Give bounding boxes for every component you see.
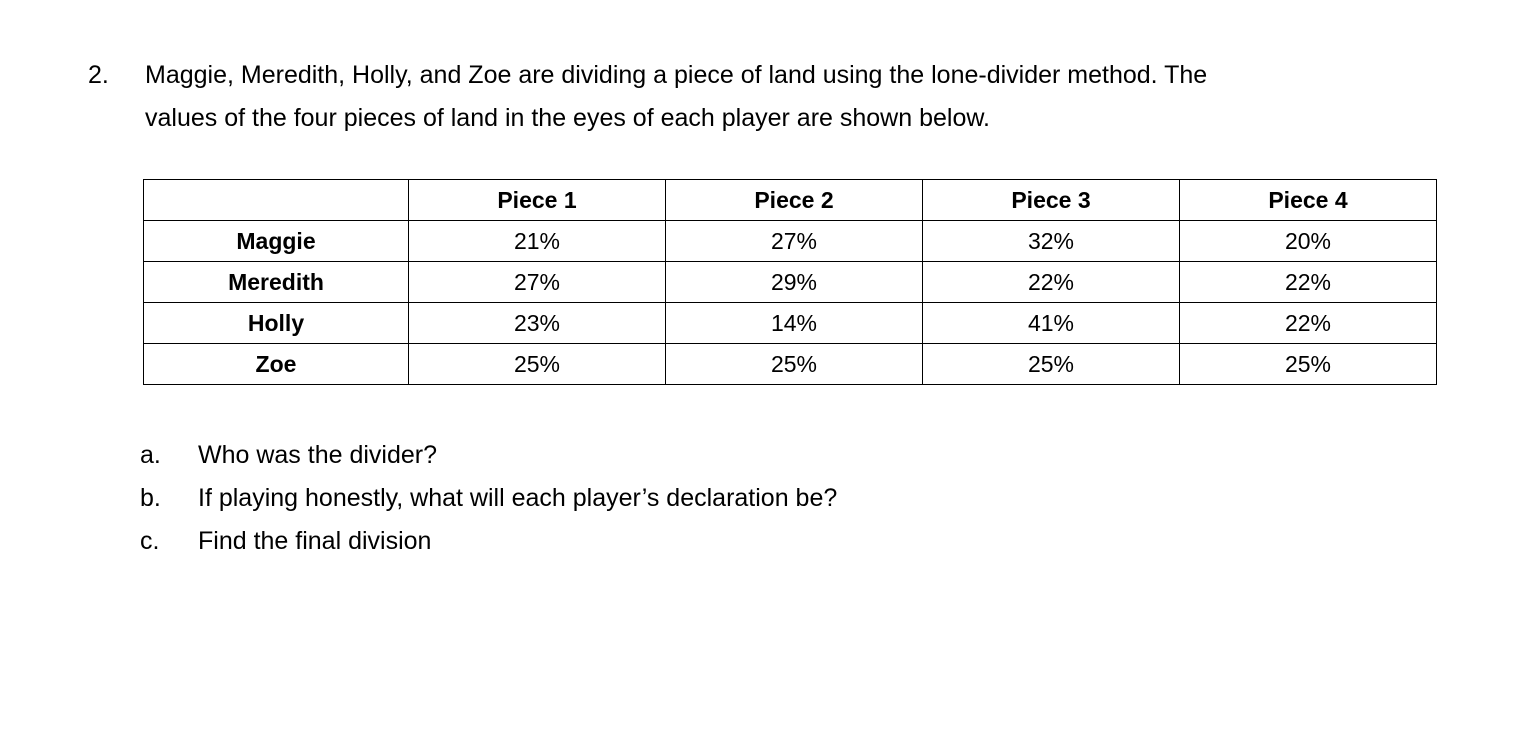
- subquestion-label: b.: [140, 484, 161, 512]
- value-cell: 27%: [665, 220, 923, 262]
- header-cell: Piece 1: [408, 179, 666, 221]
- value-cell: 32%: [922, 220, 1180, 262]
- question-number: 2.: [88, 61, 109, 89]
- value-cell: 20%: [1179, 220, 1437, 262]
- value-cell: 22%: [922, 261, 1180, 303]
- value-cell: 29%: [665, 261, 923, 303]
- table-row: Maggie 21% 27% 32% 20%: [143, 220, 1437, 262]
- question-line: Maggie, Meredith, Holly, and Zoe are div…: [145, 61, 1208, 89]
- table-row: Zoe 25% 25% 25% 25%: [143, 343, 1437, 385]
- value-cell: 22%: [1179, 302, 1437, 344]
- subquestion-label: c.: [140, 527, 160, 555]
- player-name: Zoe: [143, 343, 409, 385]
- subquestion-label: a.: [140, 441, 161, 469]
- value-cell: 23%: [408, 302, 666, 344]
- value-cell: 25%: [665, 343, 923, 385]
- subquestion-text: If playing honestly, what will each play…: [198, 484, 838, 512]
- values-table: Piece 1 Piece 2 Piece 3 Piece 4 Maggie 2…: [143, 179, 1437, 385]
- value-cell: 21%: [408, 220, 666, 262]
- value-cell: 25%: [408, 343, 666, 385]
- value-cell: 14%: [665, 302, 923, 344]
- value-cell: 25%: [922, 343, 1180, 385]
- player-name: Maggie: [143, 220, 409, 262]
- value-cell: 22%: [1179, 261, 1437, 303]
- question-line: values of the four pieces of land in the…: [145, 104, 990, 132]
- value-cell: 41%: [922, 302, 1180, 344]
- table-row: Meredith 27% 29% 22% 22%: [143, 261, 1437, 303]
- player-name: Holly: [143, 302, 409, 344]
- header-cell: Piece 4: [1179, 179, 1437, 221]
- value-cell: 25%: [1179, 343, 1437, 385]
- header-cell: [143, 179, 409, 221]
- table-header-row: Piece 1 Piece 2 Piece 3 Piece 4: [143, 179, 1437, 221]
- header-cell: Piece 3: [922, 179, 1180, 221]
- player-name: Meredith: [143, 261, 409, 303]
- question-text: Maggie, Meredith, Holly, and Zoe are div…: [145, 54, 1207, 140]
- subquestion-text: Who was the divider?: [198, 441, 438, 469]
- table-row: Holly 23% 14% 41% 22%: [143, 302, 1437, 344]
- subquestion-text: Find the final division: [198, 527, 432, 555]
- value-cell: 27%: [408, 261, 666, 303]
- header-cell: Piece 2: [665, 179, 923, 221]
